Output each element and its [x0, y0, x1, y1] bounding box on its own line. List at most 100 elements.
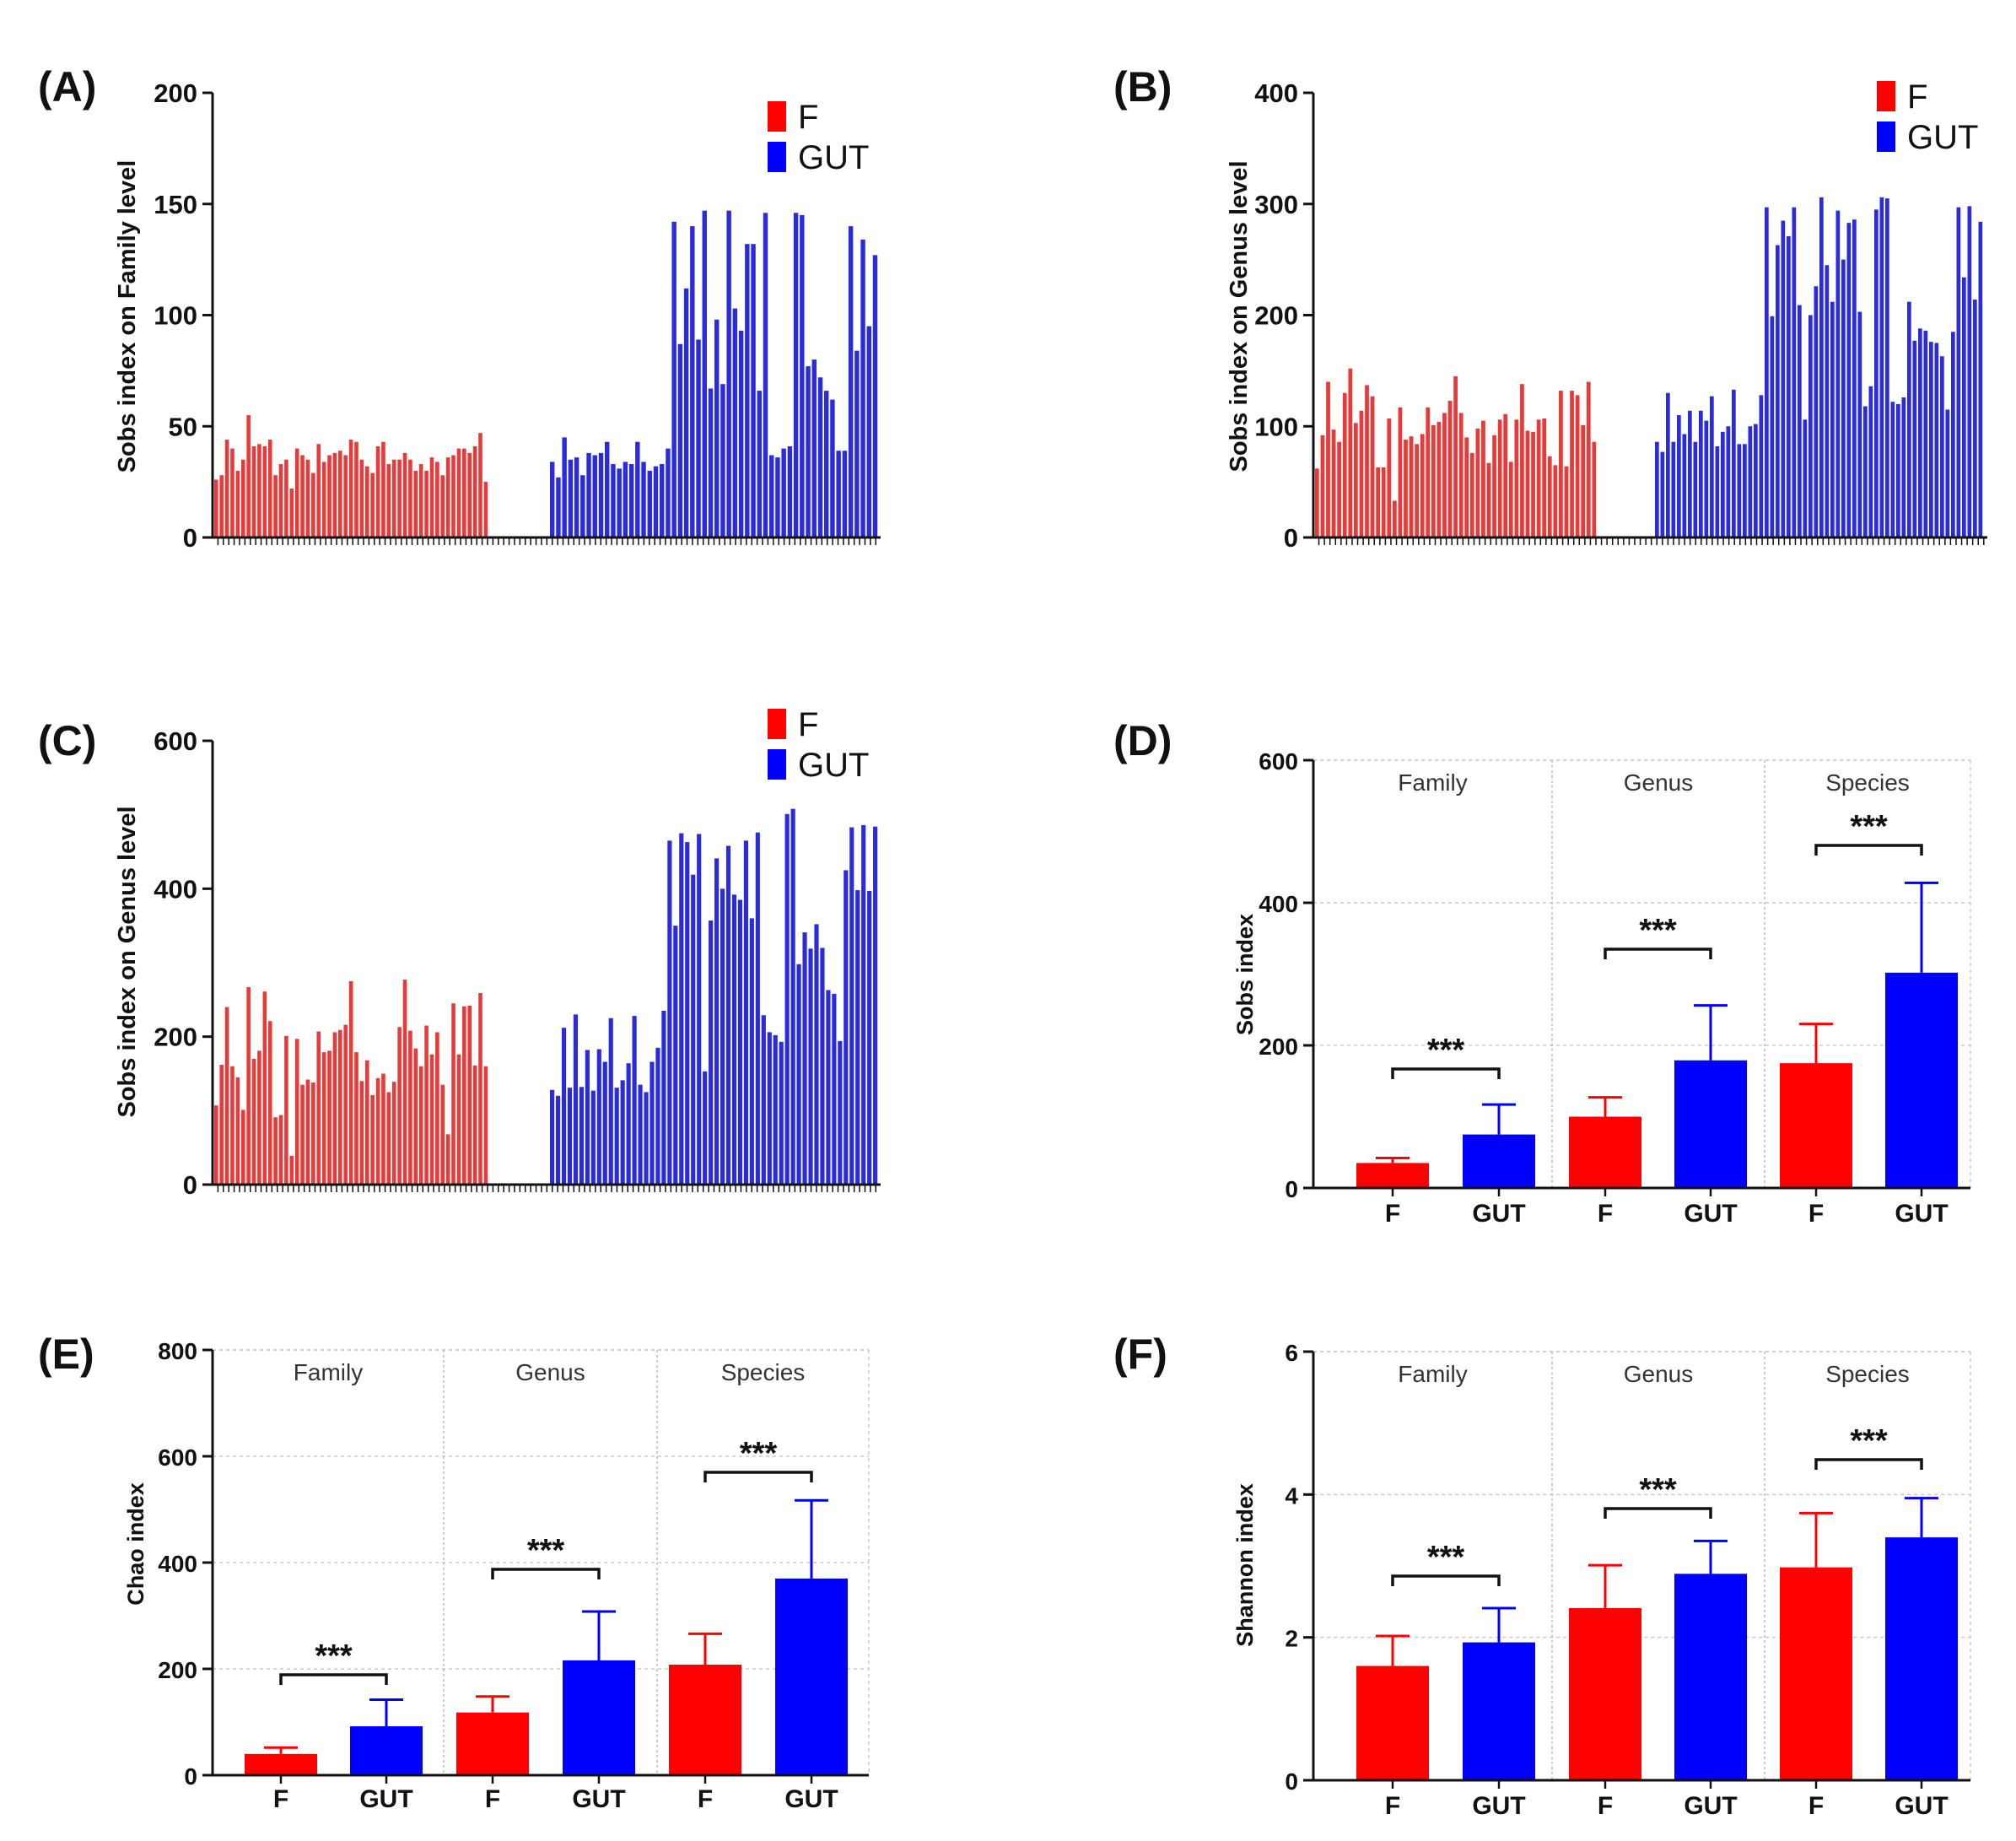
- bar-GUT: [666, 448, 671, 537]
- significance-label: ***: [527, 1533, 565, 1568]
- legend-label-F: F: [1907, 78, 1927, 116]
- bar-F: [1348, 368, 1353, 537]
- bar-GUT: [749, 918, 754, 1185]
- bar-GUT: [1945, 409, 1950, 537]
- bar-F: [1514, 419, 1519, 537]
- bar-GUT: [620, 1080, 625, 1185]
- bar-GUT: [1885, 972, 1958, 1188]
- bar-GUT: [1885, 1537, 1958, 1780]
- bar-F: [273, 475, 278, 537]
- bar-GUT: [1660, 451, 1665, 537]
- bar-F: [219, 475, 224, 537]
- bar-F: [251, 1058, 256, 1185]
- bar-F: [424, 1025, 429, 1185]
- bar-F: [435, 1032, 439, 1185]
- bar-F: [429, 1054, 434, 1185]
- bar-GUT: [690, 226, 695, 537]
- bar-F: [440, 1084, 445, 1185]
- y-tick-label: 100: [1254, 412, 1298, 441]
- bar-F: [230, 1066, 234, 1185]
- y-tick-label: 800: [158, 1338, 197, 1364]
- bar-F: [1780, 1567, 1852, 1780]
- bar-GUT: [1923, 330, 1928, 537]
- bar-F: [332, 1032, 337, 1185]
- bar-F: [246, 986, 251, 1185]
- bar-GUT: [826, 990, 831, 1185]
- bar-GUT: [849, 827, 854, 1185]
- group-label-species: Species: [721, 1359, 806, 1385]
- panel-C: (C) 0 200 400 600 Sobs index on Genus level FG…: [38, 706, 881, 1200]
- bar-F: [1542, 418, 1547, 537]
- bar-F: [1536, 419, 1541, 537]
- group-label-species: Species: [1825, 769, 1910, 796]
- bar-F: [1381, 467, 1386, 537]
- bar-F: [348, 980, 353, 1185]
- bar-F: [408, 459, 412, 537]
- x-category-label: F: [1385, 1200, 1400, 1228]
- group-label-family: Family: [294, 1359, 363, 1385]
- y-tick-label: 200: [158, 1657, 197, 1683]
- bar-GUT: [1754, 424, 1758, 537]
- bar-GUT: [1803, 419, 1808, 537]
- bar-GUT: [714, 319, 720, 537]
- bar-F: [354, 1052, 358, 1185]
- bar-F: [370, 1094, 375, 1185]
- bar-GUT: [1798, 305, 1802, 537]
- bar-GUT: [824, 391, 829, 537]
- bar-F: [1447, 400, 1453, 537]
- bar-GUT: [848, 226, 854, 537]
- significance-bracket: [703, 1471, 813, 1482]
- bar-GUT: [1852, 219, 1857, 537]
- bar-GUT: [1863, 406, 1868, 537]
- bar-GUT: [726, 210, 731, 537]
- bar-GUT: [1890, 402, 1895, 537]
- bar-GUT: [757, 391, 762, 537]
- bar-GUT: [737, 899, 743, 1185]
- bar-F: [483, 482, 488, 537]
- bar-GUT: [1830, 301, 1835, 537]
- bar-GUT: [671, 221, 676, 537]
- significance-bracket: [1391, 1574, 1501, 1586]
- bar-F: [1520, 384, 1524, 537]
- bar-GUT: [775, 1578, 848, 1775]
- bar-F: [1581, 424, 1586, 537]
- bar-GUT: [769, 455, 774, 537]
- bar-F: [1376, 467, 1381, 537]
- significance-label: ***: [1639, 1472, 1677, 1508]
- bar-GUT: [830, 399, 835, 537]
- bar-GUT: [806, 366, 811, 537]
- bar-F: [1553, 465, 1558, 537]
- bar-GUT: [767, 1032, 772, 1185]
- bar-F: [305, 1079, 310, 1185]
- bar-F: [402, 452, 407, 537]
- bar-F: [327, 455, 332, 537]
- bar-GUT: [1770, 316, 1775, 537]
- bar-GUT: [1710, 396, 1714, 537]
- bar-GUT: [860, 239, 865, 537]
- bar-GUT: [1677, 415, 1681, 537]
- bar-F: [375, 445, 380, 537]
- bar-GUT: [555, 1095, 561, 1185]
- bar-GUT: [1918, 328, 1922, 537]
- bar-F: [462, 1006, 466, 1185]
- bar-F: [370, 472, 375, 537]
- bar-GUT: [1737, 444, 1742, 537]
- bar-GUT: [793, 213, 799, 538]
- bar-F: [321, 1052, 326, 1185]
- bar-F: [456, 448, 461, 537]
- bar-F: [1464, 437, 1469, 537]
- bar-GUT: [650, 1061, 655, 1185]
- bar-GUT: [641, 462, 646, 537]
- bar-GUT: [1699, 410, 1703, 537]
- bar-F: [278, 464, 283, 537]
- panel-label: (A): [38, 63, 96, 111]
- bar-GUT: [1879, 197, 1884, 537]
- bar-F: [300, 455, 305, 537]
- bar-GUT: [1912, 340, 1917, 537]
- bar-GUT: [808, 948, 813, 1185]
- bar-GUT: [842, 451, 848, 537]
- bar-F: [478, 992, 482, 1185]
- bar-GUT: [1674, 1574, 1747, 1780]
- bar-F: [669, 1664, 741, 1775]
- group-label-family: Family: [1398, 769, 1467, 796]
